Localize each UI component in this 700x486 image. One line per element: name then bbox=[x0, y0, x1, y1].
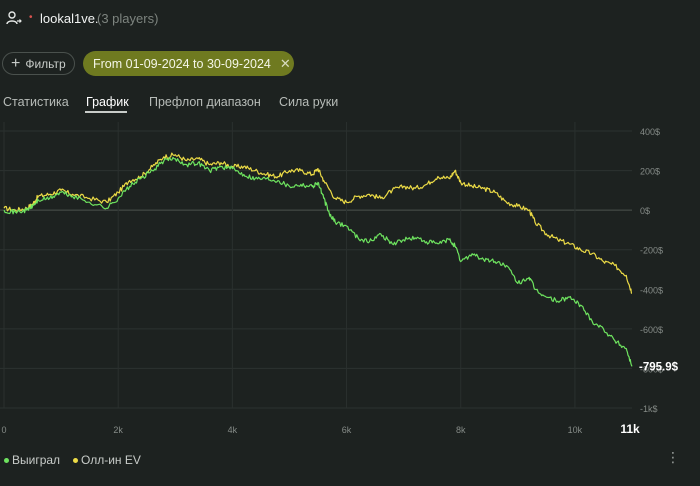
x-tick-label: 11k bbox=[620, 422, 640, 436]
legend-dot-won bbox=[4, 457, 9, 463]
date-range-chip[interactable]: From 01-09-2024 to 30-09-2024 ✕ bbox=[83, 51, 294, 76]
tab-bar: Статистика График Префлоп диапазон Сила … bbox=[0, 92, 700, 116]
user-switch-icon[interactable] bbox=[6, 10, 22, 26]
more-options-icon[interactable]: ⋮ bbox=[666, 449, 680, 465]
y-tick-label: -200$ bbox=[640, 246, 663, 256]
username[interactable]: lookal1ve. bbox=[40, 11, 99, 26]
y-tick-label: 0$ bbox=[640, 206, 650, 216]
tab-hand-strength[interactable]: Сила руки bbox=[279, 95, 339, 109]
plus-icon: + bbox=[11, 54, 21, 72]
end-value-label: -795.9$ bbox=[639, 361, 679, 373]
profit-chart: 400$ 200$ 0$ -200$ -400$ -600$ -800$ -1k$ 0 2k 4k 6… bbox=[0, 122, 700, 447]
close-icon[interactable]: ✕ bbox=[279, 55, 291, 71]
legend-label-allin-ev: Олл-ин EV bbox=[81, 453, 141, 467]
active-tab-indicator bbox=[85, 111, 127, 113]
chart-legend: Выиграл Олл-ин EV bbox=[0, 450, 700, 468]
tab-preflop-range[interactable]: Префлоп диапазон bbox=[149, 95, 261, 109]
legend-label-won: Выиграл bbox=[12, 453, 61, 467]
tab-statistics[interactable]: Статистика bbox=[3, 95, 69, 109]
x-tick-label: 4k bbox=[228, 425, 238, 435]
legend-item-won[interactable]: Выиграл bbox=[4, 453, 60, 467]
y-tick-label: -600$ bbox=[640, 325, 663, 335]
series-line-allin-ev bbox=[3, 152, 633, 294]
players-count: (3 players) bbox=[97, 11, 159, 26]
x-tick-label: 0 bbox=[1, 425, 6, 435]
header: • lookal1ve. (3 players) bbox=[0, 0, 700, 36]
x-tick-label: 6k bbox=[342, 425, 352, 435]
y-tick-label: -400$ bbox=[640, 285, 663, 295]
tab-graph[interactable]: График bbox=[86, 95, 129, 109]
y-tick-label: -1k$ bbox=[640, 404, 658, 414]
x-tick-label: 10k bbox=[568, 425, 583, 435]
date-range-label: From 01-09-2024 to 30-09-2024 bbox=[93, 56, 271, 71]
status-dot: • bbox=[29, 12, 33, 23]
y-tick-label: 200$ bbox=[640, 167, 660, 177]
legend-dot-allin-ev bbox=[73, 457, 78, 463]
y-tick-label: -800$ bbox=[640, 364, 663, 374]
x-tick-label: 8k bbox=[456, 425, 466, 435]
filter-button[interactable]: + Фильтр bbox=[2, 52, 75, 75]
legend-item-allin-ev[interactable]: Олл-ин EV bbox=[73, 453, 141, 467]
x-tick-label: 2k bbox=[113, 425, 123, 435]
y-tick-label: 400$ bbox=[640, 127, 660, 137]
series-line-won bbox=[3, 156, 633, 367]
filter-button-label: Фильтр bbox=[25, 56, 66, 71]
chart-background bbox=[0, 122, 700, 447]
